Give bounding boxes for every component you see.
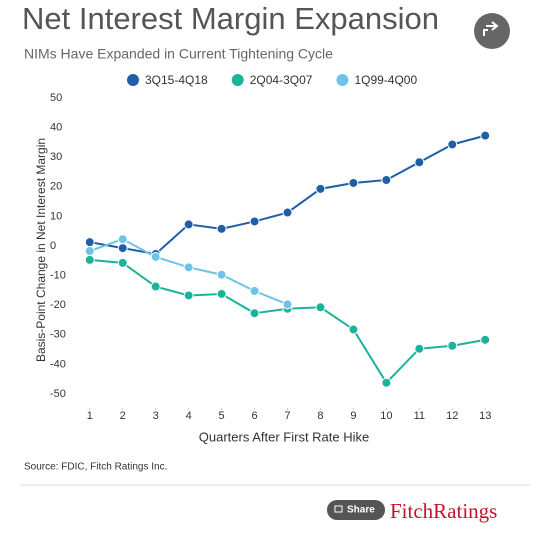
data-point — [282, 207, 293, 218]
x-tick-label: 4 — [186, 410, 192, 422]
data-point — [216, 288, 227, 299]
data-point — [348, 324, 359, 335]
data-point — [84, 246, 95, 257]
series-line — [89, 258, 486, 385]
share-glyph — [483, 21, 499, 36]
legend-label: 1Q99-4Q00 — [354, 73, 417, 87]
source-note: Source: FDIC, Fitch Ratings Inc. — [24, 462, 167, 473]
legend-swatch — [127, 74, 139, 86]
x-tick-label: 13 — [479, 410, 491, 422]
share-icon[interactable] — [474, 13, 510, 49]
y-tick-label: 10 — [50, 210, 62, 222]
data-point — [216, 223, 227, 234]
x-tick-label: 12 — [446, 410, 458, 422]
x-tick-label: 2 — [120, 410, 126, 422]
data-point — [315, 302, 326, 313]
data-point — [117, 243, 128, 254]
y-tick-label: -50 — [50, 388, 66, 400]
y-tick-label: 40 — [50, 122, 62, 134]
share-button-label[interactable]: Share — [347, 505, 375, 516]
y-axis-label: Basis-Point Change in Net Interest Margi… — [34, 138, 48, 362]
data-point — [249, 308, 260, 319]
y-tick-label: -40 — [50, 358, 66, 370]
y-tick-label: 0 — [50, 240, 56, 252]
x-tick-label: 1 — [87, 410, 93, 422]
share-circle[interactable] — [474, 13, 510, 49]
data-point — [150, 251, 161, 262]
data-point — [183, 262, 194, 273]
data-point — [315, 183, 326, 194]
data-point — [84, 254, 95, 265]
share-button-bg[interactable] — [327, 500, 385, 520]
x-axis-label: Quarters After First Rate Hike — [199, 429, 370, 444]
y-tick-label: -10 — [50, 270, 66, 282]
y-tick-label: 50 — [50, 92, 62, 104]
data-point — [480, 334, 491, 345]
x-tick-label: 5 — [219, 410, 225, 422]
data-point — [183, 219, 194, 230]
x-tick-label: 7 — [284, 410, 290, 422]
data-point — [381, 377, 392, 388]
x-tick-label: 6 — [251, 410, 257, 422]
data-point — [447, 340, 458, 351]
legend-label: 3Q15-4Q18 — [145, 73, 208, 87]
x-tick-label: 11 — [414, 410, 425, 422]
data-point — [414, 343, 425, 354]
x-tick-label: 10 — [380, 410, 392, 422]
chart-subtitle: NIMs Have Expanded in Current Tightening… — [24, 46, 333, 62]
data-point — [150, 281, 161, 292]
series-line — [89, 134, 486, 256]
logo: FitchRatings — [390, 499, 497, 523]
y-tick-label: 30 — [50, 151, 62, 163]
data-point — [216, 269, 227, 280]
data-point — [348, 177, 359, 188]
legend-swatch — [336, 74, 349, 86]
legend-swatch — [231, 74, 244, 86]
data-point — [84, 237, 95, 248]
share-button[interactable]: Share — [327, 500, 385, 520]
x-tick-label: 3 — [153, 410, 159, 422]
y-tick-label: 20 — [50, 181, 62, 193]
data-point — [282, 299, 293, 310]
share-button-icon — [334, 505, 343, 513]
data-point — [117, 257, 128, 268]
data-point — [480, 130, 491, 141]
data-point — [249, 216, 260, 227]
data-point — [447, 139, 458, 150]
legend-label: 2Q04-3Q07 — [250, 73, 313, 87]
data-point — [381, 175, 392, 185]
chart-title: Net Interest Margin Expansion — [22, 1, 439, 36]
y-tick-label: -30 — [50, 329, 66, 341]
data-point — [183, 290, 194, 301]
data-point — [117, 234, 128, 245]
y-tick-label: -20 — [50, 299, 66, 311]
data-point — [414, 157, 425, 168]
x-tick-label: 9 — [350, 410, 356, 422]
x-tick-label: 8 — [317, 410, 323, 422]
data-point — [249, 286, 260, 296]
